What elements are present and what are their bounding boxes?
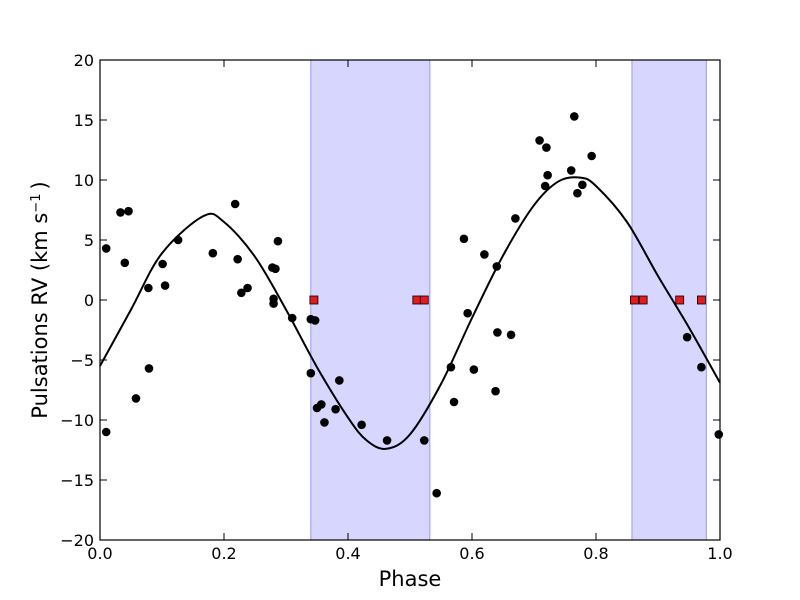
circle-point: [491, 386, 500, 396]
circle-point: [335, 376, 344, 385]
circle-point: [449, 397, 459, 407]
y-axis-title-close: ): [28, 181, 52, 189]
y-tick-label: −5: [70, 351, 94, 370]
circle-point: [144, 283, 153, 293]
model-curve: [99, 176, 721, 450]
circle-point: [459, 234, 469, 244]
circle-point: [357, 420, 366, 430]
circle-point: [158, 259, 167, 269]
y-axis-title-main: Pulsations RV (km s: [28, 213, 52, 419]
circle-point: [578, 180, 587, 190]
x-tick-label: 0.0: [87, 544, 112, 563]
circle-point: [306, 368, 316, 378]
y-tick-label: 15: [74, 111, 94, 130]
circle-point: [714, 430, 724, 439]
circle-point: [511, 214, 520, 223]
circle-point: [243, 283, 252, 293]
circle-point: [573, 188, 582, 198]
circle-point: [120, 258, 130, 268]
circle-point: [160, 281, 170, 290]
circle-point: [144, 364, 154, 373]
square-point: [697, 295, 706, 305]
y-tick-label: −15: [60, 471, 94, 490]
circle-point: [543, 170, 552, 180]
x-tick-label: 0.6: [459, 544, 484, 563]
circle-point: [492, 262, 502, 271]
circle-point: [124, 206, 133, 216]
circle-point: [116, 208, 125, 217]
circle-point: [469, 365, 479, 374]
circle-point: [587, 151, 596, 161]
circle-point: [566, 166, 576, 175]
circle-point: [320, 418, 329, 427]
y-axis-title: Pulsations RV (km s−1): [28, 181, 52, 418]
circle-point: [542, 143, 551, 152]
x-tick-label: 0.2: [211, 544, 236, 563]
square-point: [412, 295, 422, 305]
y-tick-label: −10: [60, 411, 94, 430]
axis-ticks: 0.0 0.2 0.4 0.6 0.8 1.0 20 15 10 5 0 −5 −10 −15 −20: [60, 51, 732, 563]
square-point: [638, 295, 648, 305]
square-point: [419, 295, 429, 305]
circle-point: [446, 362, 456, 372]
x-axis-title: Phase: [379, 567, 442, 591]
square-point: [309, 295, 319, 305]
circle-point: [237, 288, 246, 298]
x-tick-label: 0.4: [335, 544, 360, 563]
circle-point: [419, 436, 429, 445]
circle-point: [480, 250, 489, 259]
y-tick-label: 10: [74, 171, 94, 190]
square-point: [675, 295, 685, 305]
x-tick-label: 1.0: [707, 544, 732, 563]
circle-point: [493, 328, 502, 337]
circle-point: [331, 404, 340, 414]
circle-point: [173, 235, 183, 245]
circle-point: [682, 332, 692, 342]
circle-point: [101, 244, 111, 253]
y-tick-label: −20: [60, 531, 94, 550]
circle-point: [233, 254, 242, 264]
circle-point: [273, 236, 283, 246]
circle-point: [131, 394, 141, 403]
model-curve-layer: [99, 176, 721, 450]
circle-point: [506, 330, 516, 340]
circle-point: [463, 308, 472, 318]
circle-point: [101, 427, 111, 437]
circle-point: [432, 488, 441, 498]
y-tick-label: 20: [74, 51, 94, 70]
y-tick-label: 5: [84, 231, 94, 250]
circle-point: [697, 362, 706, 372]
y-axis-title-superscript: −1: [29, 194, 44, 213]
circle-point: [269, 299, 278, 308]
shaded-bands: [310, 59, 707, 541]
circle-point: [382, 436, 392, 445]
circle-point: [540, 181, 550, 191]
circle-point: [230, 199, 240, 209]
x-tick-label: 0.8: [583, 544, 608, 563]
circle-point: [310, 316, 320, 325]
circle-point: [570, 112, 579, 121]
circle-point: [271, 264, 280, 274]
circle-point: [287, 313, 297, 323]
circle-point: [535, 136, 544, 145]
shaded-band-1: [310, 59, 431, 541]
y-tick-label: 0: [84, 291, 94, 310]
data-points-layer: [101, 112, 724, 498]
square-point: [630, 295, 639, 305]
circle-point: [208, 248, 218, 258]
circle-point: [317, 400, 326, 409]
